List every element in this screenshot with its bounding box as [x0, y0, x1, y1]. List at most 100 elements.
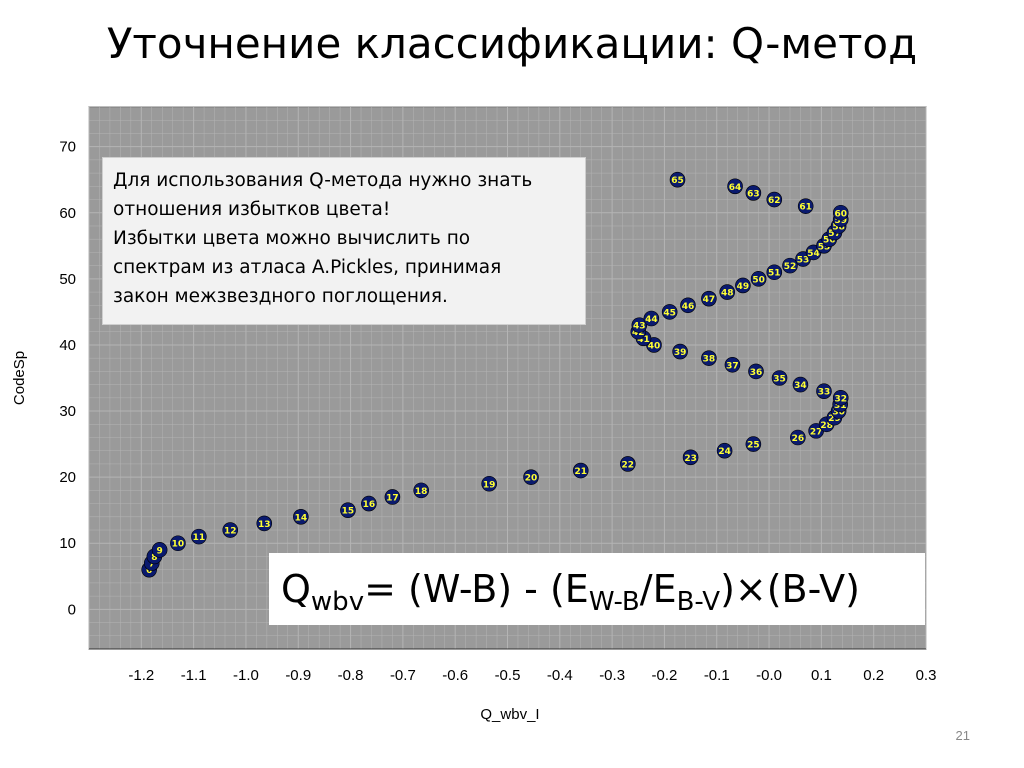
point-marker — [631, 317, 648, 333]
point-marker — [151, 542, 168, 558]
point-label: 54 — [807, 249, 820, 259]
data-point: 51 — [766, 264, 783, 281]
point-label: 14 — [295, 513, 308, 523]
point-marker — [792, 376, 809, 393]
x-tick-label: -0.8 — [338, 667, 364, 684]
point-marker — [797, 198, 814, 214]
y-tick-label: 20 — [59, 469, 76, 486]
point-marker — [816, 383, 832, 400]
point-marker — [661, 304, 678, 320]
point-marker — [620, 456, 636, 472]
note-line: спектрам из атласа A.Pickles, принимая — [113, 257, 502, 278]
point-label: 60 — [834, 209, 847, 219]
point-marker — [750, 271, 767, 287]
point-label: 62 — [768, 196, 781, 206]
x-tick-label: -0.3 — [599, 667, 625, 684]
point-label: 26 — [792, 434, 805, 444]
axis-ticks: 0 10 20 30 40 50 60 70 -1.2 -1.1 -1.0 -0.9 -0.8 -0.7 -… — [59, 139, 936, 684]
point-label: 7 — [149, 560, 155, 570]
y-tick-label: 0 — [68, 601, 76, 618]
formula-part: )× — [720, 567, 767, 611]
data-point: 65 — [669, 171, 686, 188]
data-point: 13 — [256, 515, 273, 532]
point-label: 24 — [718, 447, 731, 457]
point-label: 43 — [633, 322, 646, 332]
point-label: 13 — [258, 520, 271, 530]
data-point: 50 — [750, 271, 767, 287]
point-label: 36 — [750, 368, 763, 378]
data-point: 32 — [832, 390, 849, 406]
point-label: 10 — [172, 540, 185, 550]
point-label: 57 — [828, 229, 841, 239]
note-box: Для использования Q-метода нужно знать о… — [102, 157, 586, 325]
x-tick-label: -0.1 — [704, 667, 730, 684]
x-tick-label: -0.5 — [495, 667, 521, 684]
x-tick-label: -0.0 — [756, 667, 782, 684]
point-label: 50 — [752, 275, 765, 285]
point-label: 32 — [834, 394, 847, 404]
point-label: 21 — [574, 467, 587, 477]
point-marker — [680, 297, 696, 314]
point-marker — [481, 475, 497, 492]
point-label: 55 — [818, 242, 831, 252]
point-label: 53 — [797, 256, 810, 266]
data-point: 21 — [572, 462, 589, 479]
point-label: 22 — [622, 460, 635, 470]
point-label: 27 — [810, 427, 823, 437]
data-point: 43 — [631, 317, 648, 333]
point-label: 16 — [363, 500, 376, 510]
point-marker — [340, 502, 356, 518]
point-marker — [745, 436, 762, 452]
x-tick-label: -1.1 — [181, 667, 207, 684]
data-point: 16 — [361, 495, 377, 512]
data-point: 23 — [682, 449, 699, 466]
data-point: 61 — [797, 198, 814, 214]
point-marker — [669, 171, 686, 188]
point-label: 28 — [820, 421, 833, 431]
x-tick-label: -0.4 — [547, 667, 573, 684]
formula-e2-subscript: B-V — [676, 587, 721, 617]
formula-part: (B-V) — [766, 567, 860, 611]
data-point: 14 — [293, 509, 309, 525]
data-point: 17 — [384, 489, 401, 505]
data-point: 10 — [170, 535, 186, 552]
point-label: 37 — [726, 361, 739, 371]
point-label: 61 — [799, 203, 812, 213]
x-tick-label: -0.7 — [390, 667, 416, 684]
data-point: 46 — [680, 297, 696, 314]
point-marker — [256, 515, 273, 532]
point-label: 63 — [747, 189, 760, 199]
point-label: 19 — [483, 480, 496, 490]
data-point: 36 — [748, 363, 764, 380]
point-label: 47 — [703, 295, 716, 305]
point-label: 44 — [645, 315, 658, 325]
point-label: 18 — [415, 487, 428, 497]
point-label: 51 — [768, 269, 781, 279]
x-axis-title: Q_wbv_I — [480, 706, 539, 723]
point-label: 29 — [828, 414, 841, 424]
data-point: 37 — [724, 356, 741, 373]
point-label: 49 — [737, 282, 750, 292]
point-marker — [643, 310, 660, 327]
point-marker — [170, 535, 186, 552]
data-point: 63 — [745, 185, 762, 201]
point-marker — [572, 462, 589, 479]
point-label: 15 — [342, 507, 355, 517]
data-point: 44 — [643, 310, 660, 327]
formula-q-subscript: wbv — [310, 587, 365, 617]
x-tick-label: -0.2 — [652, 667, 678, 684]
y-tick-label: 10 — [59, 535, 76, 552]
point-marker — [191, 528, 207, 545]
page-number: 21 — [955, 728, 970, 743]
data-point: 62 — [766, 191, 783, 208]
formula-box: Qwbv= (W-B) - (EW-B/EB-V)×(B-V) — [269, 553, 925, 625]
point-marker — [222, 522, 239, 538]
point-marker — [413, 482, 429, 499]
point-marker — [716, 442, 733, 459]
point-marker — [766, 264, 783, 281]
point-label: 23 — [684, 454, 697, 464]
point-marker — [727, 178, 743, 195]
point-label: 41 — [637, 335, 650, 345]
point-marker — [701, 290, 717, 307]
